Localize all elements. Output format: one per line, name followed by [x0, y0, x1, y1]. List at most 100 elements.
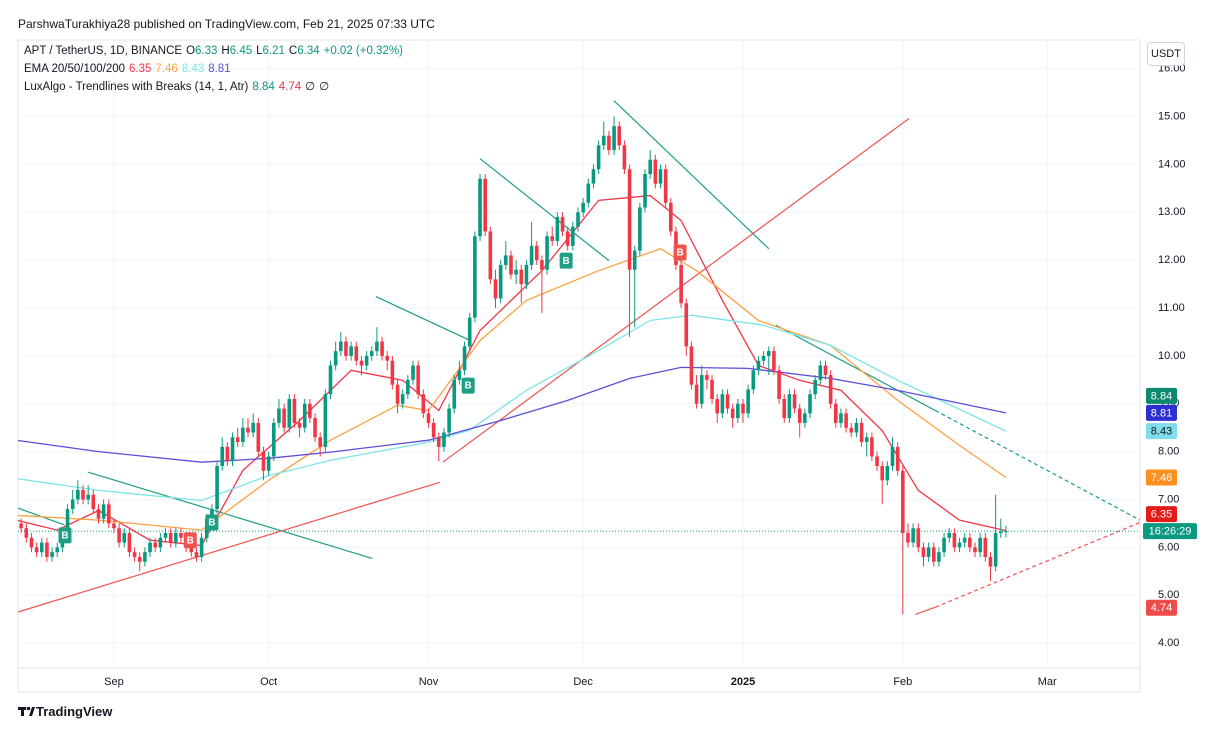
candle-body [859, 422, 864, 443]
candle-body [34, 547, 39, 553]
candle-body [705, 375, 709, 380]
candle-body [761, 355, 766, 361]
x-tick-label: Sep [104, 676, 124, 688]
candle-body [14, 514, 18, 524]
candle-body [658, 169, 663, 184]
publisher: ParshwaTurakhiya28 published on TradingV… [18, 17, 435, 31]
candle-body [545, 236, 549, 270]
price-tag [1146, 387, 1177, 404]
candle-body [792, 394, 797, 409]
candle-body [607, 135, 611, 151]
break-label: B [676, 248, 683, 259]
candle-body [210, 509, 214, 519]
candle-body [993, 533, 998, 567]
grid [18, 40, 1140, 668]
candle-body [864, 437, 869, 443]
candle-body [493, 279, 498, 299]
candle-body [957, 542, 962, 548]
candle-body [519, 269, 524, 285]
candle-body [462, 346, 467, 371]
price-tag-label: 8.81 [1151, 407, 1172, 419]
candle-body [550, 236, 555, 242]
candle-body [839, 413, 843, 423]
trendline [479, 158, 610, 262]
candle-body [302, 403, 307, 428]
candle-body [730, 408, 735, 419]
candle-body [643, 174, 647, 208]
candle-body [313, 418, 317, 438]
price-tag [1146, 404, 1177, 421]
symbol[interactable]: APT / TetherUS, 1D, BINANCE [24, 45, 183, 57]
candle-body [473, 236, 477, 318]
candle-body [65, 509, 70, 538]
price-tag-label: 6.35 [1151, 509, 1172, 521]
ema-name[interactable]: EMA 20/50/100/200 [24, 63, 126, 75]
break-marker [461, 377, 475, 394]
currency-button[interactable]: USDT [1147, 42, 1185, 66]
candle-body [411, 365, 415, 380]
trendline [935, 521, 1140, 608]
candle-body [189, 547, 194, 553]
candle-body [112, 523, 116, 529]
lux-name[interactable]: LuxAlgo - Trendlines with Breaks (14, 1,… [24, 81, 249, 93]
candle-body [344, 341, 348, 356]
candle-body [803, 413, 807, 423]
candle-body [694, 384, 699, 404]
candle-body [478, 178, 482, 237]
candle-body [81, 489, 85, 500]
candle-body [942, 537, 946, 553]
trendline [87, 471, 373, 559]
candle-body [581, 202, 585, 213]
y-tick-label: 14.00 [1158, 158, 1186, 170]
candle-body [565, 231, 570, 246]
candle-body [406, 379, 410, 395]
break-label: B [563, 256, 570, 267]
candle-body [431, 422, 436, 438]
change: +0.02 (+0.32%) [323, 45, 403, 57]
candle-body [983, 537, 988, 557]
candle-body [998, 531, 1003, 534]
break-marker [183, 532, 197, 549]
candle-body [586, 183, 591, 203]
break-marker [673, 244, 687, 261]
plot-area: B B B B B B [14, 100, 1140, 615]
candle-body [962, 537, 967, 543]
legend: APT / TetherUS, 1D, BINANCE O6.33 H6.45 L6.… [24, 42, 407, 96]
price-tag [1146, 423, 1177, 440]
ohlc-value: 6.34 [297, 45, 320, 57]
candle-body [797, 408, 802, 423]
candle-body [163, 533, 168, 538]
ohlc-label: C [288, 45, 298, 57]
candle-body [849, 427, 854, 433]
candle-body [854, 422, 859, 433]
candle-body [1004, 531, 1008, 533]
ema-line [18, 247, 1007, 531]
candle-body [395, 384, 400, 404]
candle-body [91, 494, 96, 510]
candle-body [756, 360, 761, 371]
candle-body [220, 446, 225, 467]
candle-body [808, 394, 812, 414]
legend-symbol-line: APT / TetherUS, 1D, BINANCE O6.33 H6.45 L6.… [24, 42, 407, 60]
candle-body [333, 351, 338, 366]
ema-line [18, 314, 1007, 502]
candle-body [653, 159, 658, 184]
candle-body [901, 470, 905, 534]
candle-body [235, 437, 240, 443]
price-tag [1146, 599, 1177, 616]
candle-body [560, 217, 565, 232]
price-tag [1146, 506, 1177, 523]
ema-value: 7.46 [155, 63, 178, 75]
candle-body [199, 537, 204, 557]
candle-body [421, 394, 426, 414]
candle-body [194, 552, 199, 557]
candle-body [246, 427, 250, 433]
y-tick-label: 15.00 [1158, 110, 1186, 122]
candle-body [766, 351, 771, 356]
candle-body [741, 403, 745, 414]
lux-value: ∅ [319, 81, 330, 93]
y-tick-label: 10.00 [1158, 350, 1186, 362]
candle-body [663, 169, 668, 203]
ohlc-label: O [186, 45, 196, 57]
candle-body [988, 556, 993, 567]
